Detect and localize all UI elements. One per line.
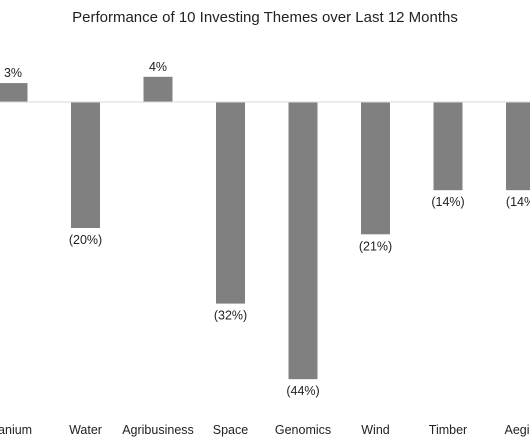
data-label-space: (32%) [214, 309, 247, 323]
category-label-space: Space [213, 423, 248, 437]
data-label-wind: (21%) [359, 239, 392, 253]
bar-space [216, 102, 245, 304]
category-label-agribusiness: Agribusiness [122, 423, 194, 437]
bar-wind [361, 102, 390, 235]
data-labels-group: 3% (20%) 4% (32%) (44%) (21%) (14%) (14% [4, 60, 530, 398]
data-label-timber: (14%) [431, 195, 464, 209]
category-label-uranium: ranium [0, 423, 32, 437]
data-label-aeging: (14% [506, 195, 530, 209]
bars-group [0, 76, 530, 380]
bar-agribusiness [143, 76, 173, 102]
category-label-timber: Timber [429, 423, 467, 437]
category-label-wind: Wind [361, 423, 390, 437]
category-label-water: Water [69, 423, 102, 437]
bar-aeging [506, 102, 530, 191]
bar-uranium [0, 83, 28, 102]
data-label-agribusiness: 4% [149, 60, 167, 74]
category-labels-group: ranium Water Agribusiness Space Genomics Wind… [0, 423, 530, 437]
data-label-genomics: (44%) [286, 384, 319, 398]
data-label-uranium: 3% [4, 66, 22, 80]
category-label-aeging: Aegin [505, 423, 530, 437]
bar-water [71, 102, 100, 228]
bar-timber [433, 102, 463, 191]
bar-genomics [288, 102, 318, 380]
data-label-water: (20%) [69, 233, 102, 247]
category-label-genomics: Genomics [275, 423, 331, 437]
chart-title: Performance of 10 Investing Themes over … [72, 9, 458, 26]
